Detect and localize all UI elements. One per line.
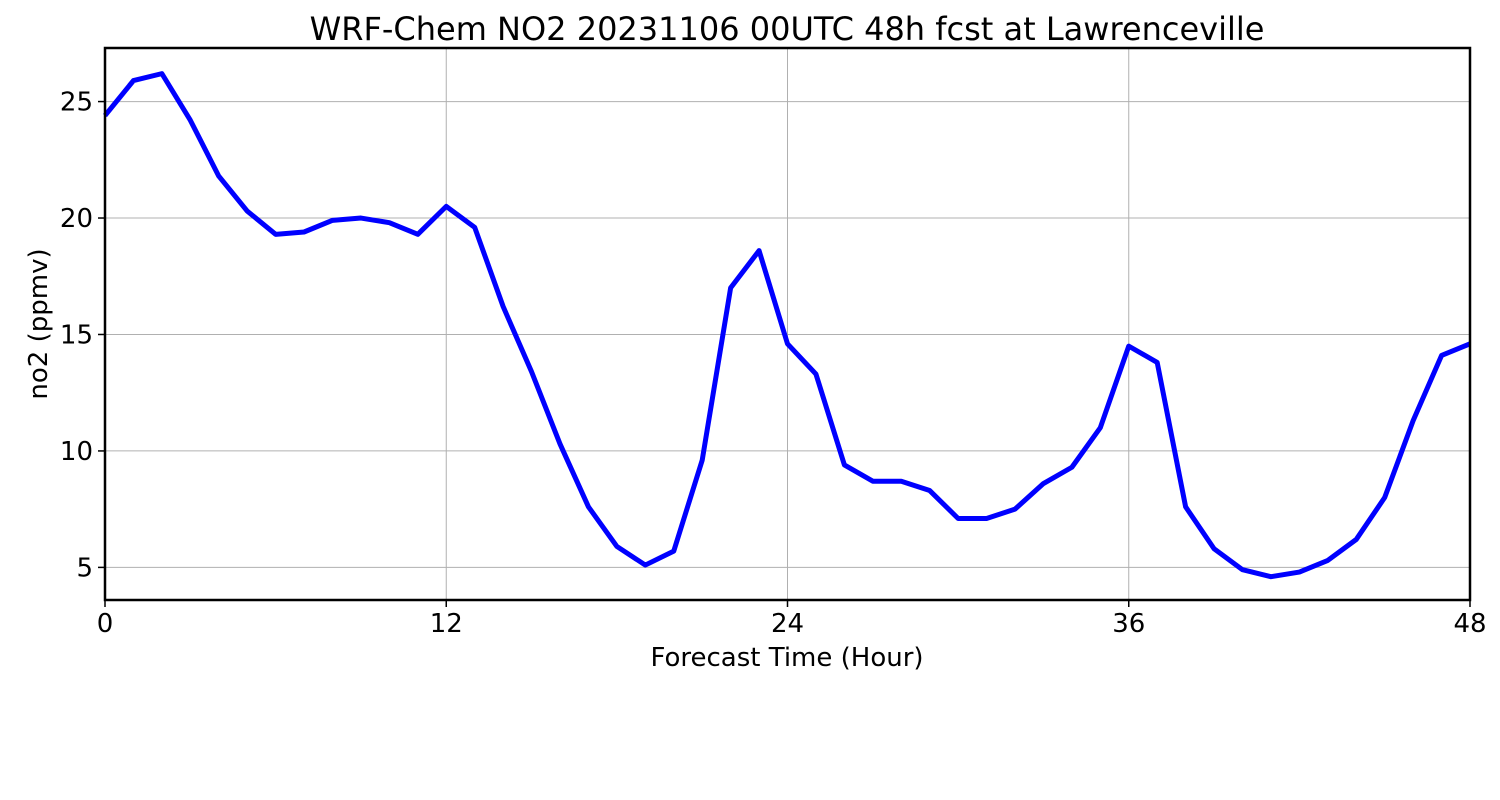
y-tick-label: 10 <box>60 437 93 467</box>
x-tick-label: 48 <box>1453 609 1486 639</box>
y-axis-label: no2 (ppmv) <box>24 248 54 399</box>
y-tick-label: 5 <box>76 553 93 583</box>
grid <box>104 48 1471 600</box>
x-tick-label: 12 <box>430 609 463 639</box>
y-tick-label: 20 <box>60 204 93 234</box>
y-tick-label: 15 <box>60 320 93 350</box>
no2-series-line <box>103 71 1471 580</box>
tick-labels: 0 12 24 36 48 5 10 15 20 25 <box>60 88 1487 639</box>
ticks <box>98 100 1471 607</box>
x-tick-label: 36 <box>1112 609 1145 639</box>
chart-title: WRF-Chem NO2 20231106 00UTC 48h fcst at … <box>310 10 1265 48</box>
y-tick-label: 25 <box>60 88 93 118</box>
series-layer <box>103 71 1471 580</box>
x-tick-label: 24 <box>771 609 804 639</box>
x-axis-label: Forecast Time (Hour) <box>650 643 923 673</box>
x-tick-label: 0 <box>97 609 114 639</box>
